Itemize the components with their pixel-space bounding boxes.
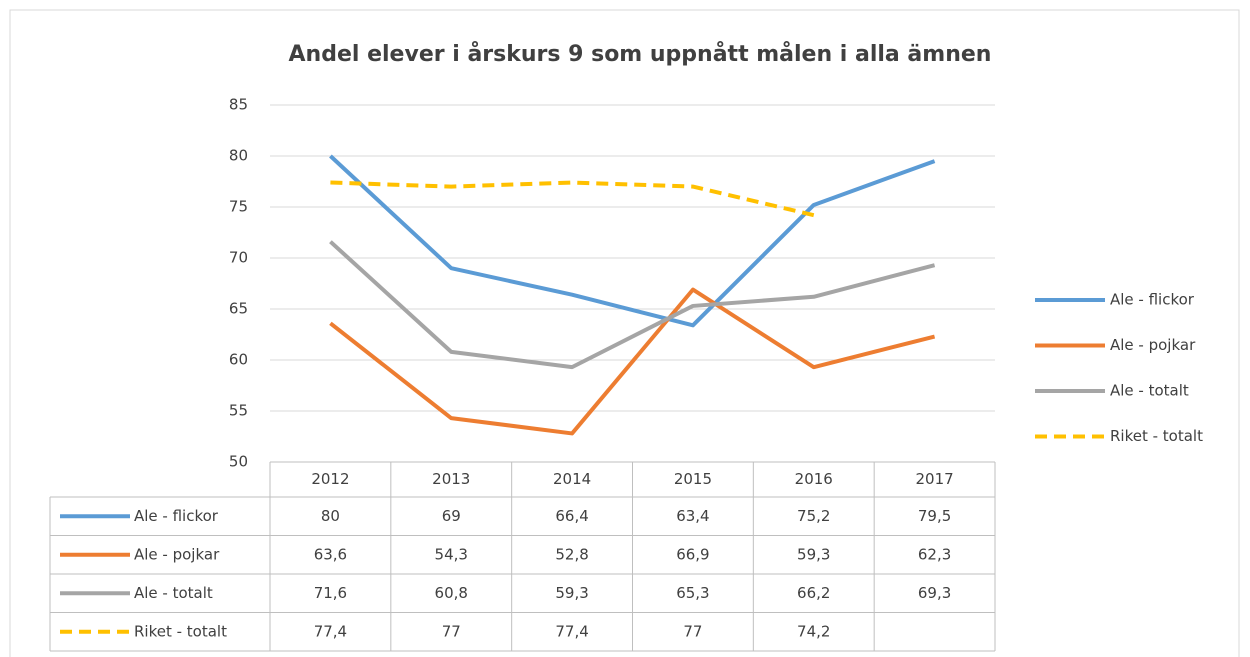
y-tick-label: 50 <box>229 453 248 471</box>
y-tick-label: 80 <box>229 147 248 165</box>
series-line <box>329 240 936 370</box>
table-header: 2012 <box>311 470 349 488</box>
series-line <box>329 287 936 436</box>
legend-label: Ale - flickor <box>1110 291 1195 309</box>
legend-label: Riket - totalt <box>1110 427 1203 445</box>
table-value: 66,9 <box>676 545 709 563</box>
series-line <box>329 154 936 328</box>
legend-label: Ale - totalt <box>1110 382 1189 400</box>
table-value: 75,2 <box>797 507 830 525</box>
table-series-name: Ale - totalt <box>134 584 213 602</box>
table-series-name: Ale - pojkar <box>134 545 220 563</box>
table-header: 2017 <box>915 470 953 488</box>
table-value: 66,2 <box>797 584 830 602</box>
chart-frame <box>9 9 1240 657</box>
table-series-name: Ale - flickor <box>134 507 219 525</box>
table-value: 77 <box>442 622 461 640</box>
table-header: 2013 <box>432 470 470 488</box>
table-value: 63,6 <box>314 545 347 563</box>
y-tick-label: 55 <box>229 402 248 420</box>
table-value: 69,3 <box>918 584 951 602</box>
series-line <box>330 180 815 218</box>
table-value: 62,3 <box>918 545 951 563</box>
table-value: 54,3 <box>435 545 468 563</box>
table-value: 63,4 <box>676 507 709 525</box>
table-series-name: Riket - totalt <box>134 622 227 640</box>
table-value: 79,5 <box>918 507 951 525</box>
table-value: 77,4 <box>555 622 588 640</box>
chart-title: Andel elever i årskurs 9 som uppnått mål… <box>289 41 992 67</box>
table-value: 59,3 <box>797 545 830 563</box>
table-value: 60,8 <box>435 584 468 602</box>
y-tick-label: 65 <box>229 300 248 318</box>
legend-label: Ale - pojkar <box>1110 336 1196 354</box>
table-header: 2016 <box>795 470 833 488</box>
table-value: 71,6 <box>314 584 347 602</box>
y-tick-label: 60 <box>229 351 248 369</box>
table-value: 80 <box>321 507 340 525</box>
table-value: 69 <box>442 507 461 525</box>
table-value: 59,3 <box>555 584 588 602</box>
y-tick-label: 85 <box>229 96 248 114</box>
y-tick-label: 75 <box>229 198 248 216</box>
table-value: 66,4 <box>555 507 588 525</box>
table-value: 77,4 <box>314 622 347 640</box>
y-tick-label: 70 <box>229 249 248 267</box>
table-header: 2014 <box>553 470 591 488</box>
table-header: 2015 <box>674 470 712 488</box>
table-value: 52,8 <box>555 545 588 563</box>
table-value: 65,3 <box>676 584 709 602</box>
table-value: 77 <box>683 622 702 640</box>
table-value: 74,2 <box>797 622 830 640</box>
